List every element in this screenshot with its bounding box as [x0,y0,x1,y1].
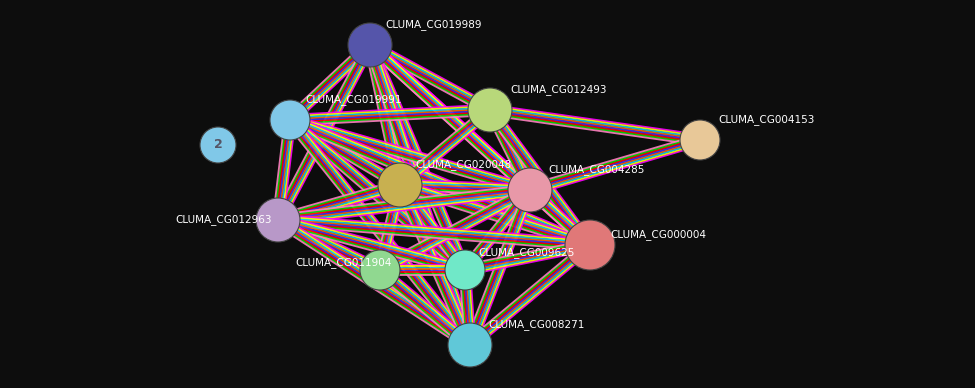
Circle shape [360,250,400,290]
Text: CLUMA_CG012493: CLUMA_CG012493 [510,84,606,95]
Circle shape [256,198,300,242]
Text: CLUMA_CG019991: CLUMA_CG019991 [305,94,402,105]
Text: CLUMA_CG009625: CLUMA_CG009625 [478,247,574,258]
Text: 2: 2 [214,139,222,151]
Text: CLUMA_CG000004: CLUMA_CG000004 [610,229,706,240]
Text: CLUMA_CG019989: CLUMA_CG019989 [385,19,482,30]
Text: CLUMA_CG011904: CLUMA_CG011904 [295,257,391,268]
Circle shape [448,323,492,367]
Text: CLUMA_CG004153: CLUMA_CG004153 [718,114,814,125]
Circle shape [468,88,512,132]
Circle shape [348,23,392,67]
Text: CLUMA_CG008271: CLUMA_CG008271 [488,319,584,330]
Circle shape [445,250,485,290]
Circle shape [508,168,552,212]
Circle shape [378,163,422,207]
Circle shape [200,127,236,163]
Text: CLUMA_CG020048: CLUMA_CG020048 [415,159,511,170]
Circle shape [270,100,310,140]
Text: CLUMA_CG012963: CLUMA_CG012963 [175,214,271,225]
Circle shape [565,220,615,270]
Text: CLUMA_CG004285: CLUMA_CG004285 [548,164,644,175]
Circle shape [680,120,720,160]
